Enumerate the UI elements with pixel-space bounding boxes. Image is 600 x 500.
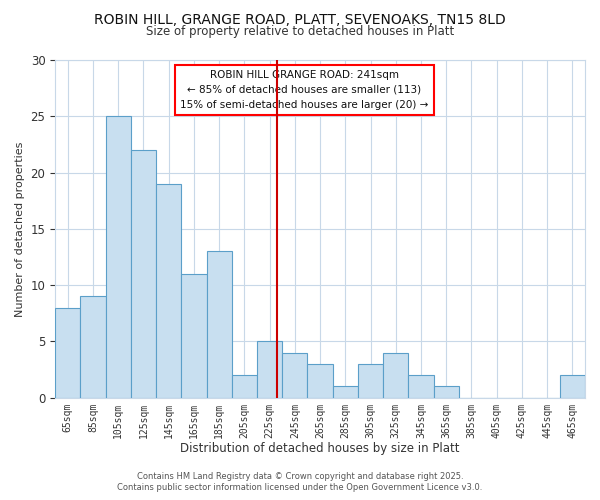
Bar	[80, 296, 106, 398]
Bar	[434, 386, 459, 398]
Bar	[232, 375, 257, 398]
Bar	[307, 364, 332, 398]
Bar	[332, 386, 358, 398]
X-axis label: Distribution of detached houses by size in Platt: Distribution of detached houses by size …	[181, 442, 460, 455]
Bar	[282, 352, 307, 398]
Bar	[409, 375, 434, 398]
Bar	[55, 308, 80, 398]
Bar	[131, 150, 156, 398]
Bar	[206, 252, 232, 398]
Bar	[560, 375, 585, 398]
Text: ROBIN HILL GRANGE ROAD: 241sqm
← 85% of detached houses are smaller (113)
15% of: ROBIN HILL GRANGE ROAD: 241sqm ← 85% of …	[180, 70, 428, 110]
Bar	[156, 184, 181, 398]
Bar	[358, 364, 383, 398]
Bar	[106, 116, 131, 398]
Text: ROBIN HILL, GRANGE ROAD, PLATT, SEVENOAKS, TN15 8LD: ROBIN HILL, GRANGE ROAD, PLATT, SEVENOAK…	[94, 12, 506, 26]
Y-axis label: Number of detached properties: Number of detached properties	[15, 141, 25, 316]
Text: Contains HM Land Registry data © Crown copyright and database right 2025.
Contai: Contains HM Land Registry data © Crown c…	[118, 472, 482, 492]
Text: Size of property relative to detached houses in Platt: Size of property relative to detached ho…	[146, 25, 454, 38]
Bar	[383, 352, 409, 398]
Bar	[257, 342, 282, 398]
Bar	[181, 274, 206, 398]
